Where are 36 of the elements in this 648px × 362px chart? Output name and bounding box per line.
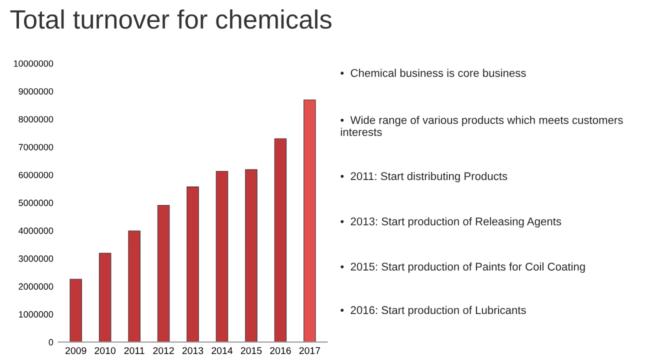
bar	[157, 204, 170, 342]
text: • 2015: Start production of Paints for Coil Coating	[340, 262, 585, 273]
y-tick-label: 8000000	[18, 116, 54, 122]
text: • 2011: Start distributing Products	[340, 172, 508, 182]
x-tick-label: 2017	[299, 347, 320, 354]
x-tick-label: 2016	[270, 347, 291, 354]
y-tick-label: 4000000	[18, 228, 54, 234]
bar	[274, 138, 287, 342]
text: • 2013: Start production of Releasing Agents	[340, 217, 562, 228]
x-tick-label: 2012	[153, 347, 174, 354]
y-tick-label: 7000000	[18, 144, 54, 150]
y-tick-label: 6000000	[18, 172, 54, 178]
y-tick-label: 3000000	[18, 255, 54, 262]
bar	[304, 100, 316, 342]
bar	[216, 170, 228, 342]
x-tick-label: 2015	[240, 347, 262, 354]
bar	[245, 169, 258, 342]
x-tick-label: 2010	[94, 347, 116, 354]
bar	[98, 252, 112, 342]
y-tick-label: 0	[48, 339, 54, 346]
text: • Chemical business is core business	[340, 68, 526, 77]
x-tick-label: 2014	[212, 347, 233, 354]
x-tick-label: 2011	[124, 347, 144, 354]
text: • 2016: Start production of Lubricants	[340, 306, 526, 316]
x-tick-label: 2013	[182, 347, 204, 354]
bar	[128, 230, 140, 342]
y-tick-label: 1000000	[19, 311, 54, 318]
bar	[70, 278, 82, 342]
y-tick-label: 9000000	[18, 88, 54, 95]
chart-title: Total turnover for chemicals	[10, 9, 332, 29]
bar	[186, 186, 199, 342]
y-tick-label: 10000000	[14, 60, 54, 67]
y-tick-label: 5000000	[18, 200, 54, 206]
text: • Wide range of various products which meets customers interests	[340, 116, 623, 136]
x-tick-label: 2009	[66, 347, 86, 354]
y-tick-label: 2000000	[18, 283, 54, 290]
